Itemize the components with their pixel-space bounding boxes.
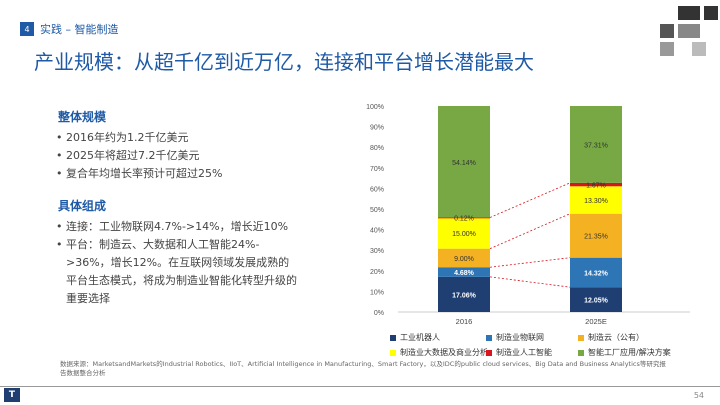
overall-bullet: 2016年约为1.2千亿美元: [56, 129, 298, 147]
corner-decoration: [660, 6, 718, 56]
legend-swatch: [486, 349, 492, 356]
bar-segment: [570, 287, 622, 312]
data-label: 12.05%: [584, 298, 609, 305]
bar-segment: [570, 182, 622, 187]
bar-segment: [570, 106, 622, 183]
bar-segment: [438, 217, 490, 249]
x-tick-label: 2025E: [585, 317, 607, 326]
legend-item: 制造业人工智能: [486, 347, 574, 358]
y-tick-label: 50%: [370, 207, 384, 214]
y-tick-label: 60%: [370, 186, 384, 193]
section-tag: 4 实践 – 智能制造: [20, 22, 119, 36]
bar-segment: [438, 248, 490, 268]
y-tick-label: 10%: [370, 289, 384, 296]
y-tick-label: 80%: [370, 145, 384, 152]
data-label: 54.14%: [452, 160, 476, 167]
y-tick-label: 40%: [370, 228, 384, 235]
footer-divider: [0, 386, 720, 387]
legend-label: 制造云（公有）: [588, 333, 644, 342]
composition-bullet: 平台：制造云、大数据和人工智能24%->36%，增长12%。在互联网领域发展成熟…: [56, 236, 298, 308]
legend-label: 制造业大数据及商业分析: [400, 348, 488, 357]
page-number: 54: [693, 391, 704, 400]
data-label: 17.06%: [452, 292, 477, 299]
y-tick-label: 70%: [370, 166, 384, 173]
y-tick-label: 20%: [370, 269, 384, 276]
connector-line: [489, 182, 571, 218]
footer-logo: T: [4, 388, 20, 402]
legend-item: 工业机器人: [390, 332, 482, 343]
legend-label: 制造业物联网: [496, 333, 544, 342]
legend-label: 智能工厂应用/解决方案: [588, 348, 671, 357]
connector-line: [489, 257, 571, 268]
bar-segment: [438, 267, 490, 277]
chart-legend: 工业机器人 制造业物联网 制造云（公有） 制造业大数据及商业分析 制造业人工智能 智能工厂…: [390, 332, 690, 358]
legend-label: 工业机器人: [400, 333, 440, 342]
overall-bullet: 2025年将超过7.2千亿美元: [56, 147, 298, 165]
legend-label: 制造业人工智能: [496, 348, 552, 357]
legend-item: 制造云（公有）: [578, 332, 688, 343]
data-label: 37.31%: [584, 142, 608, 149]
bar-segment: [438, 217, 490, 219]
x-tick-label: 2016: [456, 317, 473, 326]
data-label: 13.30%: [584, 198, 608, 205]
data-label: 1.67%: [586, 183, 606, 190]
page-title: 产业规模：从超千亿到近万亿，连接和平台增长潜能最大: [34, 50, 534, 74]
bar-segment: [570, 257, 622, 288]
y-tick-label: 0%: [374, 310, 384, 317]
legend-swatch: [578, 334, 584, 341]
legend-item: 制造业大数据及商业分析: [390, 347, 488, 358]
connector-line: [489, 276, 571, 288]
y-tick-label: 90%: [370, 125, 384, 132]
connector-line: [489, 213, 571, 250]
stacked-bar-chart: 0% 10% 20% 30% 40% 50% 60% 70% 80% 90% 100% 2016 202…: [366, 104, 690, 326]
composition-bullet: 连接：工业物联网4.7%->14%，增长近10%: [56, 218, 298, 236]
data-label: 14.32%: [584, 270, 609, 277]
legend-item: 制造业物联网: [486, 332, 574, 343]
overall-bullet: 复合年均增长率预计可超过25%: [56, 165, 298, 183]
summary-text: 整体规模 2016年约为1.2千亿美元 2025年将超过7.2千亿美元 复合年均…: [56, 108, 298, 308]
legend-swatch: [578, 349, 584, 356]
bar-segment: [570, 186, 622, 214]
data-label: 0.12%: [454, 216, 474, 223]
data-label: 21.35%: [584, 234, 608, 241]
bar-segment: [438, 276, 490, 312]
y-tick-label: 30%: [370, 248, 384, 255]
data-label: 9.00%: [454, 256, 474, 263]
data-label: 15.00%: [452, 231, 476, 238]
data-source-note: 数据来源：MarketsandMarkets的Industrial Roboti…: [60, 360, 666, 377]
legend-swatch: [390, 349, 396, 356]
legend-swatch: [486, 334, 492, 341]
y-tick-label: 100%: [366, 104, 384, 111]
overall-heading: 整体规模: [58, 110, 107, 124]
section-number: 4: [20, 22, 34, 36]
bar-segment: [570, 213, 622, 258]
section-label: 实践 – 智能制造: [40, 23, 119, 36]
composition-heading: 具体组成: [58, 199, 107, 213]
legend-swatch: [390, 334, 396, 341]
bar-segment: [438, 106, 490, 218]
data-label: 4.68%: [454, 270, 475, 277]
legend-item: 智能工厂应用/解决方案: [578, 347, 688, 358]
